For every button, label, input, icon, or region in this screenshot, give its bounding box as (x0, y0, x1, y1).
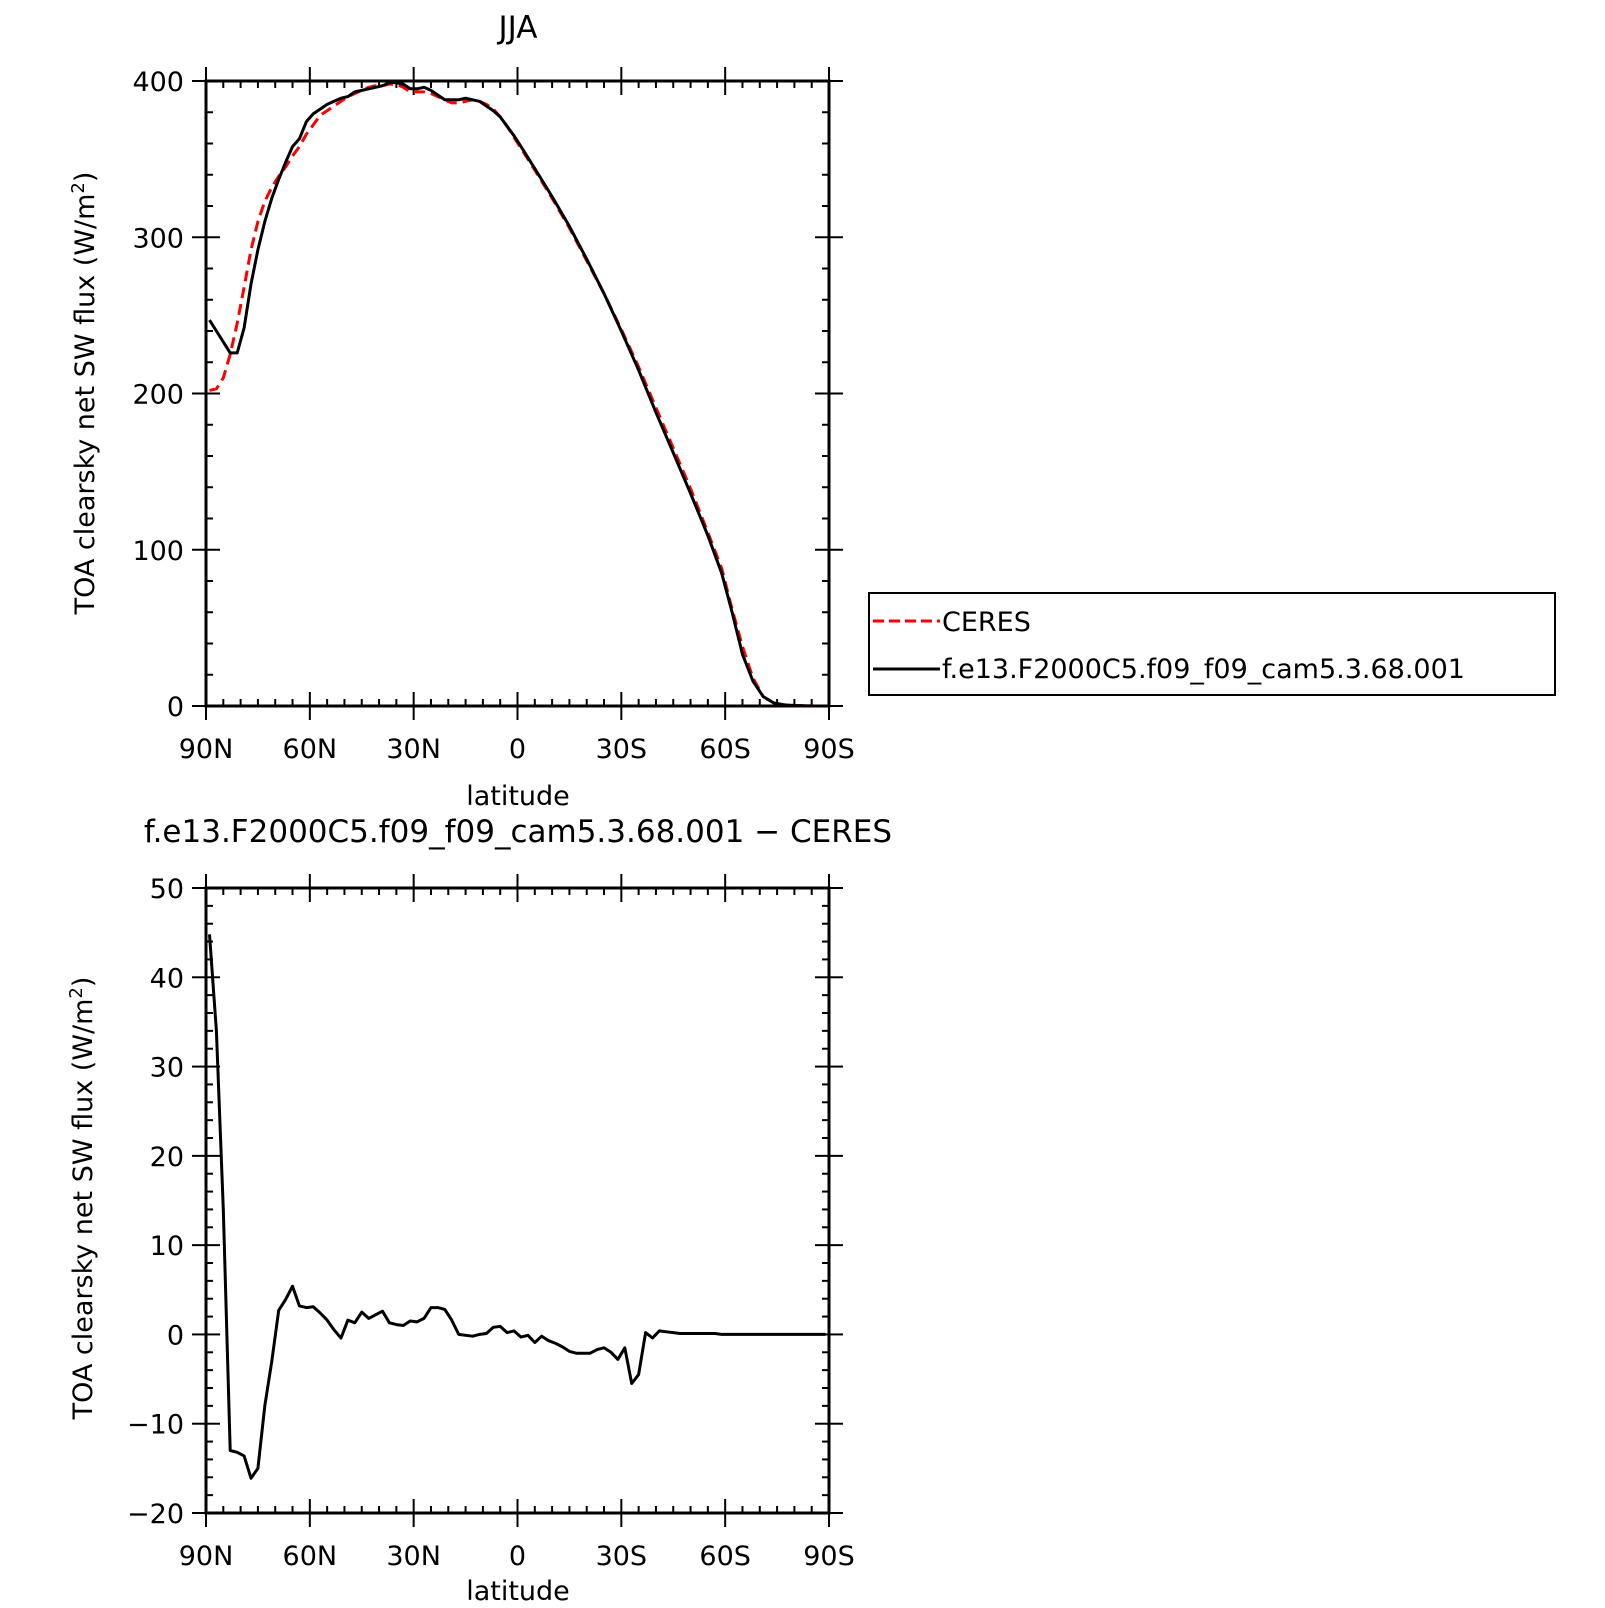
top-x-tick-label: 60N (283, 734, 338, 765)
top-x-tick-label: 90N (179, 734, 234, 765)
bottom-x-tick-label: 30N (386, 1541, 441, 1572)
legend-label-ceres: CERES (942, 607, 1031, 638)
top-y-axis-label-base: TOA clearsky net SW flux (W/m (70, 194, 101, 616)
top-panel: JJA TOA clearsky net SW flux (W/m2) lati… (68, 10, 1556, 812)
bottom-y-axis-label-sup: 2 (66, 987, 87, 998)
top-x-tick-label: 30N (386, 734, 441, 765)
top-y-tick-label: 400 (132, 67, 184, 98)
top-y-axis-label: TOA clearsky net SW flux (W/m2) (68, 172, 101, 616)
bottom-x-axis-label: latitude (466, 1576, 570, 1607)
top-y-axis-label-sup: 2 (68, 182, 89, 193)
bottom-x-tick-label: 90N (179, 1541, 234, 1572)
bottom-y-tick-label: 50 (150, 874, 184, 905)
bottom-x-tick-label: 0 (509, 1541, 526, 1572)
legend-label-model: f.e13.F2000C5.f09_f09_cam5.3.68.001 (942, 654, 1465, 685)
bottom-y-axis-label-base: TOA clearsky net SW flux (W/m (68, 999, 99, 1421)
top-x-tick-label: 90S (803, 734, 855, 765)
top-y-tick-label: 0 (167, 692, 184, 723)
svg-text:TOA clearsky net SW flux (W/m2: TOA clearsky net SW flux (W/m2) (68, 172, 101, 616)
top-y-axis-label-tail: ) (70, 172, 101, 183)
top-y-tick-label: 200 (132, 380, 184, 411)
legend-box (868, 592, 1556, 696)
top-x-tick-label: 30S (596, 734, 648, 765)
top-x-axis-label: latitude (466, 781, 570, 812)
svg-text:TOA clearsky net SW flux (W/m2: TOA clearsky net SW flux (W/m2) (66, 977, 99, 1421)
bottom-y-tick-label: −20 (127, 1499, 184, 1530)
bottom-plot-area: −20 −10 0 10 20 30 40 50 90N 60N 30N 0 30S 60S 90S (127, 874, 855, 1572)
top-y-tick-label: 300 (132, 223, 184, 254)
bottom-x-tick-label: 30S (596, 1541, 648, 1572)
top-y-tick-label: 100 (132, 536, 184, 567)
bottom-y-tick-label: 20 (150, 1142, 184, 1173)
bottom-y-tick-label: 30 (150, 1053, 184, 1084)
bottom-y-tick-label: 0 (167, 1320, 184, 1351)
bottom-series-line-model (208, 934, 826, 1480)
bottom-x-tick-label: 90S (803, 1541, 855, 1572)
bottom-x-tick-label: 60N (283, 1541, 338, 1572)
top-chart-title: JJA (497, 10, 538, 46)
top-plot-area: 0 100 200 300 400 90N 60N 30N 0 30S 60S 90S (132, 67, 855, 765)
top-plot-frame (204, 79, 831, 708)
top-series-line-model (208, 81, 826, 708)
top-x-tick-label: 60S (699, 734, 751, 765)
bottom-y-tick-label: −10 (127, 1410, 184, 1441)
legend: CERES f.e13.F2000C5.f09_f09_cam5.3.68.00… (868, 592, 1556, 696)
top-x-tick-label: 0 (509, 734, 526, 765)
bottom-y-tick-label: 40 (150, 963, 184, 994)
bottom-y-axis-label-tail: ) (68, 977, 99, 988)
bottom-x-tick-label: 60S (699, 1541, 751, 1572)
bottom-chart-title: f.e13.F2000C5.f09_f09_cam5.3.68.001 − CE… (144, 814, 892, 850)
bottom-panel: f.e13.F2000C5.f09_f09_cam5.3.68.001 − CE… (66, 814, 892, 1607)
bottom-plot-frame (204, 886, 831, 1515)
bottom-y-tick-label: 10 (150, 1231, 184, 1262)
bottom-y-axis-label: TOA clearsky net SW flux (W/m2) (66, 977, 99, 1421)
